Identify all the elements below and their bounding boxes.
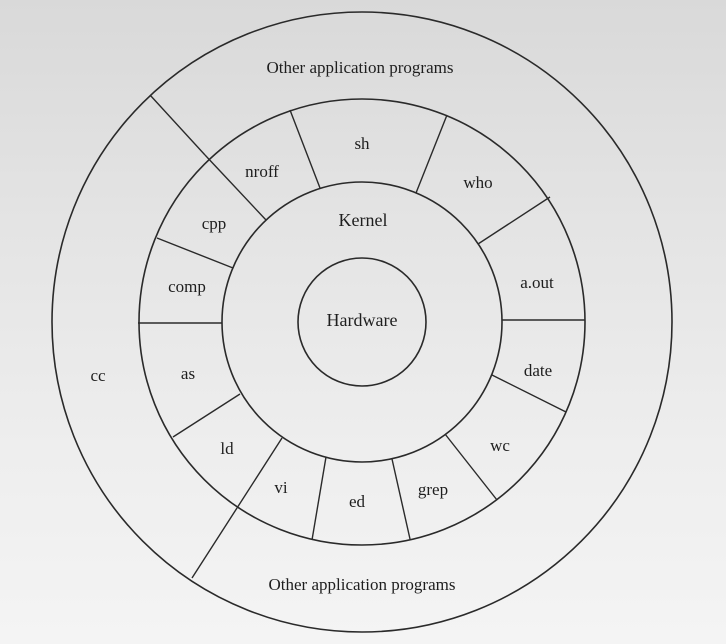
divider-cpp-nroff — [204, 154, 267, 221]
hardware-label: Hardware — [327, 310, 398, 330]
outer-label-bottom: Other application programs — [269, 575, 456, 594]
divider-who-aout — [477, 196, 551, 245]
program-label-who: who — [463, 173, 492, 192]
program-label-vi: vi — [274, 478, 288, 497]
divider-sh-who — [415, 114, 448, 194]
outer-label-top: Other application programs — [267, 58, 454, 77]
kernel-label: Kernel — [339, 210, 388, 230]
program-label-ed: ed — [349, 492, 366, 511]
program-label-comp: comp — [168, 277, 206, 296]
divider-nroff-sh — [289, 109, 321, 189]
divider-outer-bottom — [191, 507, 238, 579]
program-label-cpp: cpp — [202, 214, 227, 233]
program-label-ld: ld — [220, 439, 234, 458]
divider-ld-as — [172, 393, 241, 438]
divider-ed-vi — [311, 456, 327, 541]
divider-date-wc — [491, 374, 567, 413]
program-label-grep: grep — [418, 480, 448, 499]
program-label-a-out: a.out — [520, 273, 554, 292]
divider-outer-top — [149, 94, 206, 156]
program-label-as: as — [181, 364, 195, 383]
divider-grep-ed — [391, 458, 411, 540]
program-label-date: date — [524, 361, 552, 380]
divider-comp-cpp — [156, 237, 234, 269]
divider-vi-ld — [236, 437, 283, 509]
divider-wc-grep — [444, 433, 498, 501]
middle-ring — [138, 98, 586, 546]
outer-label-cc: cc — [90, 366, 106, 385]
program-label-sh: sh — [354, 134, 370, 153]
program-label-wc: wc — [490, 436, 510, 455]
program-label-nroff: nroff — [245, 162, 279, 181]
kernel-ring — [221, 181, 503, 463]
hardware-ring — [297, 257, 427, 387]
outer-ring — [51, 11, 673, 633]
